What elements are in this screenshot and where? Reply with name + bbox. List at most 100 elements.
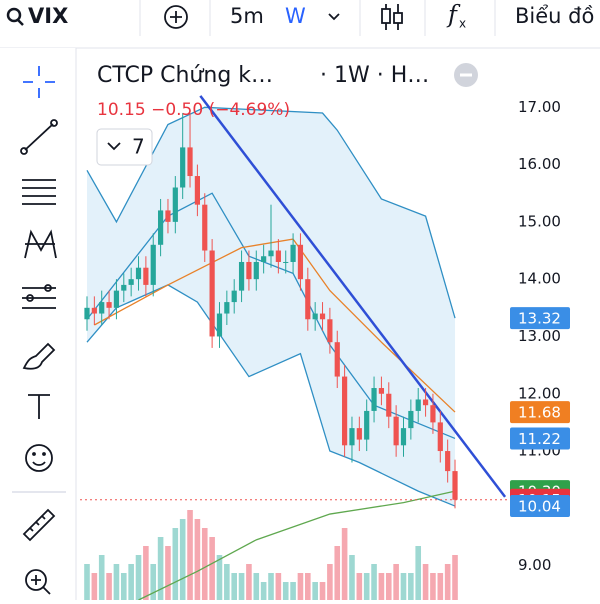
candle-body bbox=[209, 250, 215, 337]
volume-bar bbox=[385, 573, 392, 600]
volume-bar bbox=[201, 528, 208, 600]
candle-body bbox=[121, 284, 127, 291]
candle-body bbox=[305, 279, 311, 320]
price-label: 13.32 bbox=[518, 310, 561, 328]
volume-bar bbox=[165, 546, 171, 600]
candle-body bbox=[194, 176, 200, 205]
zoom-tool[interactable] bbox=[25, 569, 51, 595]
brush-tool[interactable] bbox=[22, 342, 56, 370]
svg-text:x: x bbox=[459, 17, 466, 31]
fib-tool[interactable] bbox=[22, 179, 56, 205]
chart-menu[interactable]: Biểu đồ bbox=[515, 4, 594, 28]
volume-bar bbox=[415, 546, 422, 600]
volume-bar bbox=[312, 582, 318, 600]
candle-body bbox=[113, 290, 120, 308]
search-button[interactable]: VIX bbox=[6, 4, 68, 28]
candle-body bbox=[275, 250, 281, 262]
plot bbox=[80, 95, 510, 600]
indicator-toggle[interactable]: 7 bbox=[96, 128, 153, 166]
interval-menu[interactable] bbox=[328, 13, 340, 21]
candle-body bbox=[99, 302, 105, 314]
volume-bar bbox=[260, 582, 267, 600]
volume-bar bbox=[334, 546, 341, 600]
candle-body bbox=[253, 261, 259, 280]
volume-bar bbox=[187, 510, 193, 600]
volume-bar bbox=[422, 564, 429, 600]
indicator-line bbox=[138, 490, 456, 600]
candle-body bbox=[297, 244, 304, 280]
candle-body bbox=[283, 261, 289, 263]
indicator-count: 7 bbox=[132, 135, 145, 159]
volume-bar bbox=[393, 564, 399, 600]
candle-body bbox=[386, 393, 392, 417]
candle-body bbox=[364, 410, 370, 440]
candle-body bbox=[187, 147, 193, 177]
indicator-line bbox=[199, 95, 507, 498]
quote: 10.15 −0.50 (−4.69%) bbox=[97, 100, 290, 120]
chart-title: CTCP Chứng k… bbox=[97, 63, 273, 88]
text-tool[interactable] bbox=[28, 394, 50, 419]
trend-line-tool[interactable] bbox=[20, 119, 58, 155]
candle-body bbox=[430, 405, 436, 423]
price-label-box bbox=[510, 401, 570, 424]
candle-body bbox=[312, 313, 318, 320]
volume-bar bbox=[268, 573, 274, 600]
emoji-tool[interactable] bbox=[25, 444, 53, 472]
volume-bar bbox=[128, 564, 134, 600]
add-symbol[interactable] bbox=[164, 5, 188, 29]
volume-bar bbox=[179, 519, 186, 600]
volume-bar bbox=[363, 573, 370, 600]
candle-body bbox=[268, 250, 274, 257]
candle-body bbox=[84, 307, 90, 320]
volume-bar bbox=[172, 528, 179, 600]
volume-bar bbox=[371, 564, 377, 600]
symbol[interactable]: VIX bbox=[28, 4, 68, 28]
price-label: 11.22 bbox=[518, 430, 561, 448]
volume-bar bbox=[246, 564, 252, 600]
volume-bar bbox=[437, 573, 444, 600]
price-label: 11.68 bbox=[518, 404, 561, 422]
volume-bar bbox=[194, 519, 201, 600]
price-label-box bbox=[510, 495, 570, 518]
volume-bar bbox=[135, 555, 142, 600]
y-tick-label: 14.00 bbox=[518, 270, 561, 288]
volume-bar bbox=[319, 582, 326, 600]
candle-body bbox=[445, 451, 451, 472]
candle-body bbox=[378, 388, 385, 394]
candle-body bbox=[180, 147, 186, 188]
candle-body bbox=[135, 267, 142, 280]
volume-bar bbox=[408, 573, 414, 600]
candle-body bbox=[231, 290, 237, 303]
interval[interactable]: 5m bbox=[230, 4, 264, 28]
candle-body bbox=[356, 428, 362, 440]
candle-body bbox=[172, 187, 178, 222]
volume-bar bbox=[106, 573, 112, 600]
candle-body bbox=[165, 210, 171, 222]
candle-body bbox=[246, 261, 252, 280]
indicator-line bbox=[86, 284, 456, 507]
pattern-tool[interactable] bbox=[24, 229, 57, 259]
chart-type[interactable] bbox=[381, 4, 403, 30]
volume-bar bbox=[305, 573, 311, 600]
prediction-tool[interactable] bbox=[22, 284, 56, 309]
volume-bar bbox=[400, 573, 407, 600]
collapse-legend[interactable] bbox=[454, 63, 478, 87]
volume-bar bbox=[430, 573, 436, 600]
volume-bar bbox=[356, 573, 363, 600]
y-tick-label: 16.00 bbox=[518, 155, 561, 173]
crosshair-tool[interactable] bbox=[23, 66, 55, 98]
candle-body bbox=[224, 302, 230, 314]
candle-body bbox=[371, 388, 377, 411]
volume-bar bbox=[378, 573, 385, 600]
candle-body bbox=[106, 302, 112, 308]
volume-bar bbox=[327, 564, 333, 600]
ruler-tool[interactable] bbox=[22, 508, 56, 542]
range[interactable]: W bbox=[285, 4, 306, 28]
y-tick-label: 17.00 bbox=[518, 98, 561, 116]
volume-bar bbox=[341, 528, 348, 600]
candle-body bbox=[349, 428, 355, 446]
volume-bar bbox=[238, 573, 245, 600]
y-tick-label: 13.00 bbox=[518, 327, 561, 345]
candle-body bbox=[327, 319, 333, 343]
